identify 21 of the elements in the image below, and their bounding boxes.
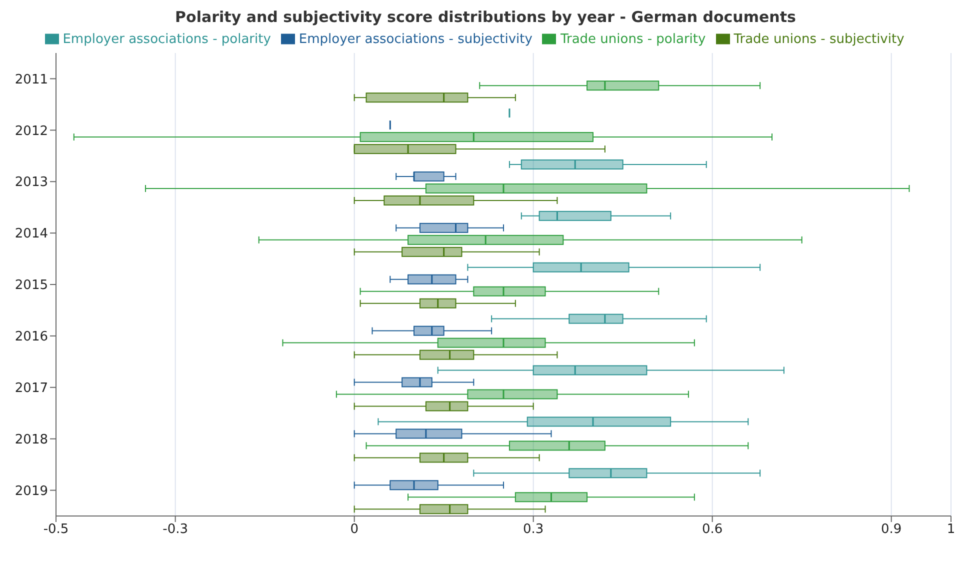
- x-tick-label: -0.3: [162, 522, 188, 538]
- x-tick-label: 0.6: [702, 522, 723, 538]
- legend-label: Trade unions - subjectivity: [734, 32, 904, 47]
- chart-title: Polarity and subjectivity score distributions by year - German documents: [174, 8, 797, 26]
- legend-label: Employer associations - subjectivity: [298, 32, 532, 47]
- legend-label: Employer associations - polarity: [62, 32, 271, 47]
- x-tick-label: 0: [350, 522, 358, 538]
- legend-label: Trade unions - polarity: [560, 32, 706, 47]
- y-tick-label: 2013: [14, 175, 48, 190]
- x-tick-label: 0.3: [522, 522, 544, 538]
- y-tick-label: 2018: [14, 432, 48, 448]
- y-tick-label: 2017: [14, 381, 48, 396]
- y-tick-label: 2015: [14, 278, 48, 294]
- y-tick-label: 2016: [14, 330, 48, 345]
- y-tick-label: 2011: [14, 72, 48, 88]
- x-tick-label: -0.5: [43, 522, 69, 538]
- y-tick-label: 2012: [14, 124, 48, 139]
- x-tick-label: 0.9: [880, 522, 902, 538]
- y-tick-label: 2019: [14, 484, 48, 499]
- x-tick-label: 1: [946, 522, 956, 538]
- y-tick-label: 2014: [14, 226, 48, 242]
